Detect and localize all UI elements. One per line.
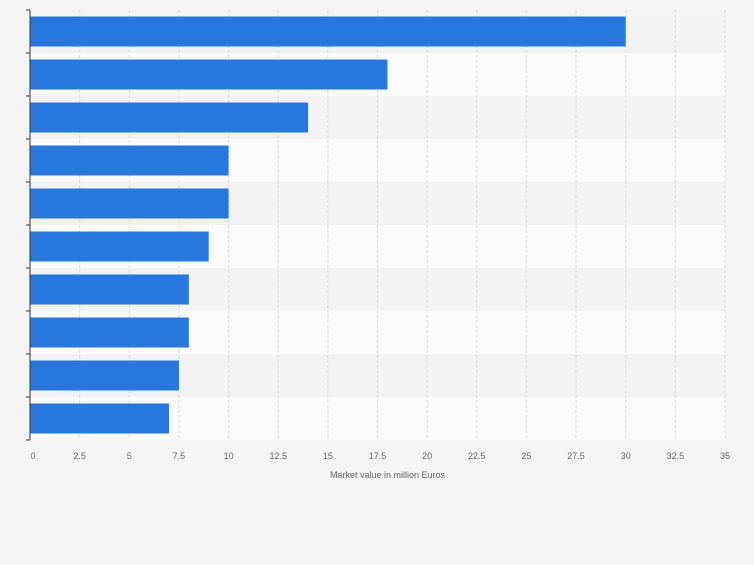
bar[interactable] xyxy=(30,145,229,176)
x-tick-label: 10 xyxy=(224,451,234,461)
x-tick-labels: 0 2.5 5 7.5 10 12.5 15 17.5 20 22.5 25 27.5 30 32.5 35 xyxy=(30,451,730,461)
x-tick-label: 12.5 xyxy=(269,451,287,461)
bar[interactable] xyxy=(30,274,189,305)
x-tick-label: 7.5 xyxy=(173,451,186,461)
bar[interactable] xyxy=(30,231,209,262)
x-tick-label: 35 xyxy=(720,451,730,461)
x-tick-label: 5 xyxy=(127,451,132,461)
bar[interactable] xyxy=(30,59,388,90)
x-tick-label: 20 xyxy=(422,451,432,461)
x-tick-label: 27.5 xyxy=(567,451,585,461)
x-tick-label: 2.5 xyxy=(73,451,86,461)
x-tick-label: 22.5 xyxy=(468,451,486,461)
x-axis-label: Market value in million Euros xyxy=(330,470,446,480)
bars xyxy=(30,16,626,434)
bar[interactable] xyxy=(30,16,626,47)
x-tick-label: 0 xyxy=(30,451,35,461)
bar[interactable] xyxy=(30,317,189,348)
x-tick-label: 15 xyxy=(323,451,333,461)
bar[interactable] xyxy=(30,188,229,219)
bar[interactable] xyxy=(30,403,169,434)
x-tick-label: 17.5 xyxy=(369,451,387,461)
x-tick-label: 32.5 xyxy=(667,451,685,461)
bar[interactable] xyxy=(30,360,179,391)
bar[interactable] xyxy=(30,102,308,133)
x-tick-label: 25 xyxy=(521,451,531,461)
x-tick-label: 30 xyxy=(621,451,631,461)
